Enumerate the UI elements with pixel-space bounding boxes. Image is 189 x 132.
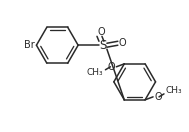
Text: O: O bbox=[119, 38, 126, 48]
Text: CH₃: CH₃ bbox=[166, 86, 183, 95]
Text: Br: Br bbox=[24, 40, 34, 50]
Text: O: O bbox=[154, 92, 162, 102]
Text: CH₃: CH₃ bbox=[87, 68, 103, 77]
Text: O: O bbox=[108, 62, 115, 72]
Text: S: S bbox=[99, 39, 107, 52]
Text: O: O bbox=[97, 27, 105, 37]
